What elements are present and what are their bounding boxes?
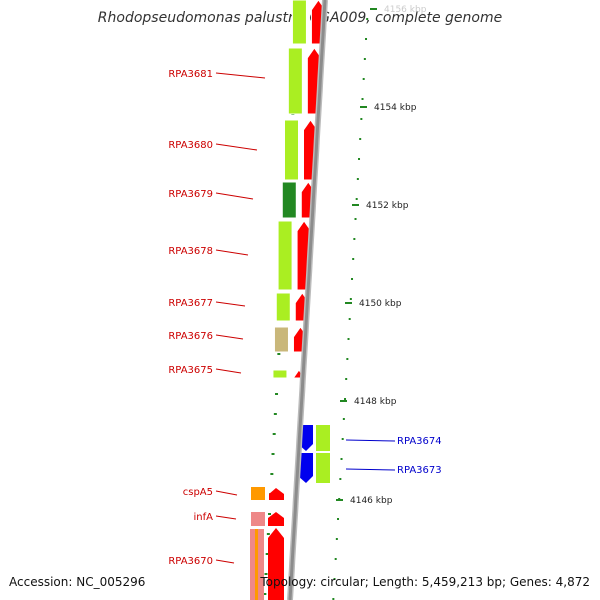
orf-bar bbox=[316, 453, 330, 483]
forward-gene-label: RPA3679 bbox=[168, 189, 213, 200]
scale-label: 4148 kbp bbox=[354, 397, 397, 407]
backbone-line bbox=[288, 0, 327, 600]
scale-label: 4150 kbp bbox=[359, 299, 402, 309]
forward-gene-label: RPA3676 bbox=[168, 331, 213, 342]
scale-labels: 4156 kbp 4154 kbp 4152 kbp 4150 kbp 4148 kbp… bbox=[336, 5, 427, 506]
reverse-gene-label: RPA3674 bbox=[397, 436, 442, 447]
forward-gene-leader bbox=[215, 559, 235, 564]
reverse-gene-label: RPA3673 bbox=[397, 465, 442, 476]
cds-arrow bbox=[268, 528, 284, 600]
orf-bar bbox=[273, 326, 289, 353]
feature-track bbox=[250, 0, 330, 600]
forward-gene-label: cspA5 bbox=[183, 487, 213, 498]
forward-gene-label: RPA3675 bbox=[168, 365, 213, 376]
reverse-gene-leader bbox=[345, 468, 396, 471]
orf-bar bbox=[287, 47, 303, 115]
scale-label: 4146 kbp bbox=[350, 496, 393, 506]
cds-reverse-arrow bbox=[298, 453, 313, 483]
forward-gene-leader bbox=[215, 192, 254, 200]
gene-labels: RPA3681 RPA3680 RPA3679 RPA3678 RPA3677 RPA36… bbox=[168, 69, 441, 567]
orf-bar bbox=[272, 369, 288, 379]
forward-gene-leader bbox=[215, 515, 237, 520]
forward-gene-leader bbox=[215, 368, 242, 374]
orf-bar bbox=[255, 529, 258, 600]
genome-stats-text: Topology: circular; Length: 5,459,213 bp… bbox=[260, 575, 590, 589]
cds-arrow bbox=[269, 488, 284, 500]
forward-gene-leader bbox=[215, 249, 249, 256]
orf-bar bbox=[316, 425, 330, 451]
forward-gene-leader bbox=[215, 490, 238, 496]
forward-gene-leader bbox=[215, 72, 266, 79]
forward-gene-label: RPA3681 bbox=[168, 69, 213, 80]
reverse-gene-leader bbox=[345, 439, 396, 442]
orf-bar bbox=[251, 512, 265, 526]
forward-gene-leader bbox=[215, 143, 258, 151]
forward-gene-label: RPA3680 bbox=[168, 140, 213, 151]
orf-bar bbox=[277, 220, 293, 291]
forward-gene-label: RPA3670 bbox=[168, 556, 213, 567]
forward-gene-leader bbox=[215, 334, 244, 340]
scale-label: 4156 kbp bbox=[384, 5, 427, 15]
orf-bar bbox=[284, 119, 299, 181]
orf-bar bbox=[275, 292, 291, 322]
forward-gene-label: RPA3677 bbox=[168, 298, 213, 309]
accession-text: Accession: NC_005296 bbox=[9, 575, 146, 589]
forward-gene-label: RPA3678 bbox=[168, 246, 213, 257]
forward-gene-label: infA bbox=[194, 512, 214, 523]
cds-arrow bbox=[268, 512, 284, 526]
scale-label: 4154 kbp bbox=[374, 103, 417, 113]
orf-bar bbox=[251, 487, 265, 500]
backbone bbox=[287, 0, 328, 600]
orf-bar bbox=[281, 181, 297, 219]
orf-bar bbox=[291, 0, 307, 45]
scale-label: 4152 kbp bbox=[366, 201, 409, 211]
forward-gene-leader bbox=[215, 301, 246, 307]
